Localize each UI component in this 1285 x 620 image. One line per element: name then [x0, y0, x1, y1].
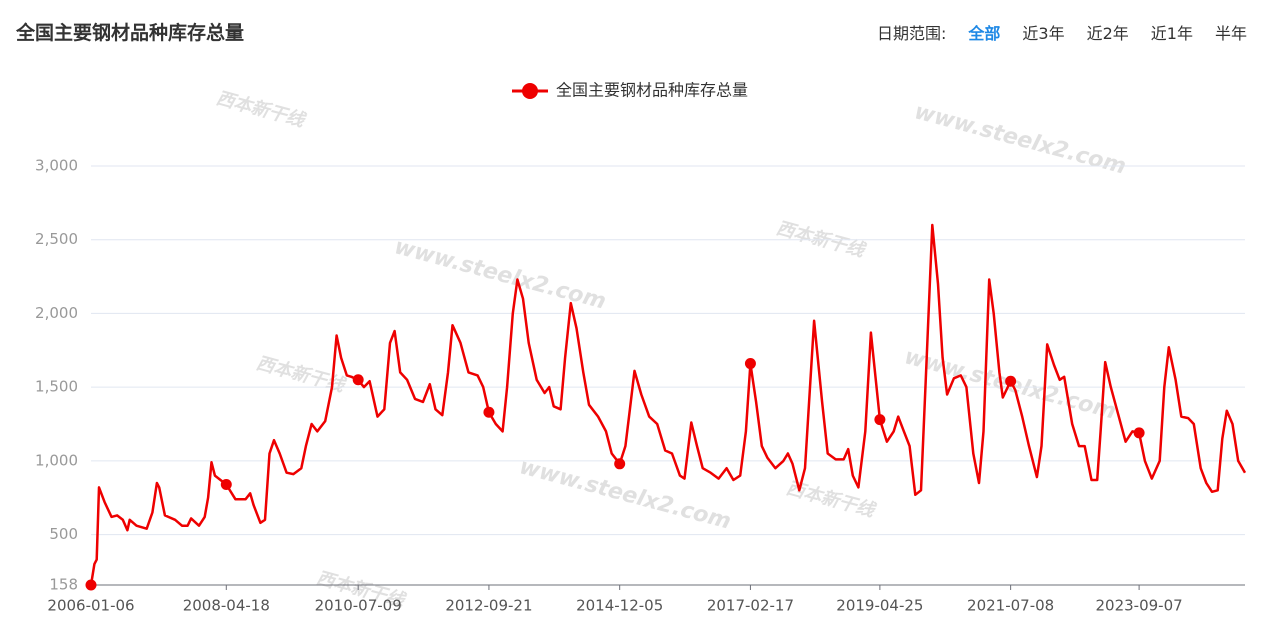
- x-tick-label: 2012-09-21: [445, 597, 532, 615]
- watermark: www.steelx2.com: [912, 99, 1129, 180]
- range-option[interactable]: 近2年: [1086, 24, 1129, 43]
- x-tick-label: 2014-12-05: [576, 597, 663, 615]
- x-tick-label: 2006-01-06: [47, 597, 134, 615]
- range-option[interactable]: 近3年: [1022, 24, 1065, 43]
- date-range: 日期范围: 全部 近3年 近2年 近1年 半年: [877, 20, 1247, 44]
- y-tick-label: 2,000: [35, 304, 78, 322]
- range-label: 日期范围:: [877, 24, 947, 43]
- range-option[interactable]: 全部: [968, 24, 1001, 43]
- y-tick-label: 158: [49, 576, 78, 594]
- data-point: [874, 414, 886, 426]
- page-title: 全国主要钢材品种库存总量: [16, 22, 245, 44]
- legend-label: 全国主要钢材品种库存总量: [556, 81, 748, 100]
- x-tick-label: 2021-07-08: [967, 597, 1054, 615]
- y-tick-label: 1,500: [35, 378, 78, 396]
- x-tick-label: 2008-04-18: [183, 597, 270, 615]
- data-point: [220, 478, 232, 490]
- data-point: [614, 458, 626, 470]
- series-line: [89, 223, 1247, 586]
- y-tick-label: 1,000: [35, 451, 78, 469]
- data-point: [85, 579, 97, 591]
- data-point: [352, 374, 364, 386]
- x-tick-label: 2010-07-09: [315, 597, 402, 615]
- data-point: [744, 358, 756, 370]
- y-tick-label: 3,000: [35, 157, 78, 175]
- watermark: www.steelx2.com: [392, 234, 609, 315]
- range-option[interactable]: 近1年: [1150, 24, 1193, 43]
- x-tick-label: 2017-02-17: [707, 597, 794, 615]
- y-tick-label: 500: [49, 525, 78, 543]
- y-tick-label: 2,500: [35, 230, 78, 248]
- watermark: 西本新干线: [214, 88, 308, 132]
- range-option[interactable]: 半年: [1214, 24, 1247, 43]
- data-point: [1133, 427, 1145, 439]
- legend-marker: [522, 83, 538, 99]
- x-tick-label: 2023-09-07: [1096, 597, 1183, 615]
- data-point: [1005, 375, 1017, 387]
- x-tick-label: 2019-04-25: [836, 597, 923, 615]
- data-point: [483, 406, 495, 418]
